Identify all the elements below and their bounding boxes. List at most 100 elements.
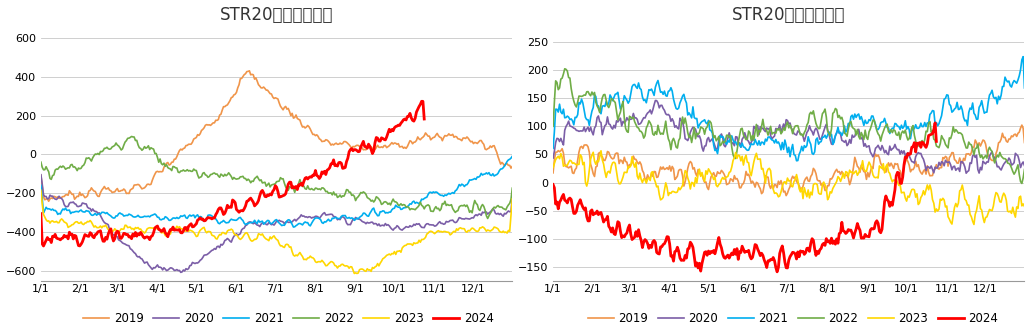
2019 (677, 174, 689, 178)
2024 (135, 230, 147, 234)
Legend: 2019, 2020, 2021, 2022, 2023, 2024: 2019, 2020, 2021, 2022, 2023, 2024 (583, 307, 1003, 329)
2020 (952, 166, 964, 170)
2020 (999, 161, 1011, 164)
2020 (649, 98, 661, 102)
2023 (440, 230, 452, 234)
2020 (506, 195, 518, 199)
2021 (1017, 55, 1029, 59)
2023 (226, 227, 238, 231)
2019 (136, 187, 148, 191)
Line: 2020: 2020 (41, 175, 512, 272)
2023 (736, 154, 749, 158)
2023 (506, 197, 518, 201)
2022 (952, 131, 964, 135)
2021 (1019, 86, 1030, 90)
2022 (487, 207, 500, 211)
2021 (226, 217, 238, 221)
2021 (737, 145, 750, 149)
Line: 2022: 2022 (553, 69, 1025, 184)
2020 (960, 171, 972, 175)
2022 (547, 124, 559, 128)
Line: 2022: 2022 (41, 137, 512, 218)
2019 (35, 173, 47, 177)
2022 (506, 186, 518, 190)
2024 (226, 205, 238, 209)
2022 (997, 157, 1009, 161)
2022 (739, 135, 751, 139)
2020 (647, 108, 659, 112)
2021 (222, 220, 235, 224)
2021 (677, 94, 689, 98)
2020 (1019, 164, 1030, 167)
2022 (440, 204, 452, 208)
2019 (224, 99, 236, 103)
2022 (35, 160, 47, 164)
2019 (243, 69, 255, 73)
2020 (547, 156, 559, 160)
Line: 2024: 2024 (41, 101, 424, 246)
2019 (734, 186, 747, 190)
2021 (790, 159, 802, 163)
Line: 2021: 2021 (553, 57, 1025, 161)
2019 (997, 136, 1009, 139)
2020 (227, 237, 239, 241)
2019 (780, 194, 792, 198)
2023 (968, 222, 981, 226)
2019 (952, 161, 964, 165)
2021 (164, 218, 176, 222)
2019 (487, 144, 500, 148)
2023 (135, 227, 147, 231)
Line: 2020: 2020 (553, 100, 1025, 173)
2020 (440, 219, 452, 223)
2023 (350, 271, 363, 275)
2024 (222, 206, 235, 210)
2024 (35, 212, 47, 215)
2020 (739, 131, 751, 135)
2023 (648, 177, 660, 181)
2022 (1016, 182, 1028, 186)
2023 (594, 149, 607, 153)
2021 (135, 215, 147, 219)
Line: 2023: 2023 (41, 190, 512, 273)
2023 (164, 232, 176, 236)
2020 (485, 209, 497, 213)
2019 (737, 182, 750, 186)
2022 (227, 177, 239, 181)
2022 (736, 126, 749, 130)
2019 (506, 164, 518, 168)
2022 (481, 216, 493, 220)
2024 (677, 258, 689, 262)
2024 (547, 183, 559, 187)
2020 (224, 239, 236, 243)
2021 (485, 173, 497, 177)
2023 (1019, 205, 1030, 209)
2024 (734, 251, 747, 255)
2019 (547, 171, 559, 175)
2023 (547, 165, 559, 169)
2021 (440, 193, 452, 197)
2022 (1019, 167, 1030, 171)
2019 (166, 160, 178, 164)
2020 (135, 256, 147, 260)
2020 (35, 173, 47, 177)
2022 (136, 148, 148, 152)
Line: 2023: 2023 (553, 151, 1025, 224)
2024 (164, 228, 176, 232)
2021 (35, 183, 47, 187)
2023 (222, 228, 235, 232)
2021 (734, 145, 747, 149)
2021 (952, 108, 964, 112)
Line: 2019: 2019 (553, 125, 1025, 196)
2023 (999, 193, 1011, 197)
2024 (647, 240, 659, 244)
Title: STR20混合内外价差: STR20混合内外价差 (219, 6, 334, 24)
2022 (166, 168, 178, 172)
Legend: 2019, 2020, 2021, 2022, 2023, 2024: 2019, 2020, 2021, 2022, 2023, 2024 (78, 307, 499, 329)
2023 (952, 201, 964, 205)
2019 (1016, 123, 1028, 127)
Line: 2024: 2024 (553, 123, 936, 272)
2019 (1019, 140, 1030, 144)
2022 (126, 135, 138, 139)
2023 (678, 176, 690, 180)
2019 (42, 199, 55, 203)
